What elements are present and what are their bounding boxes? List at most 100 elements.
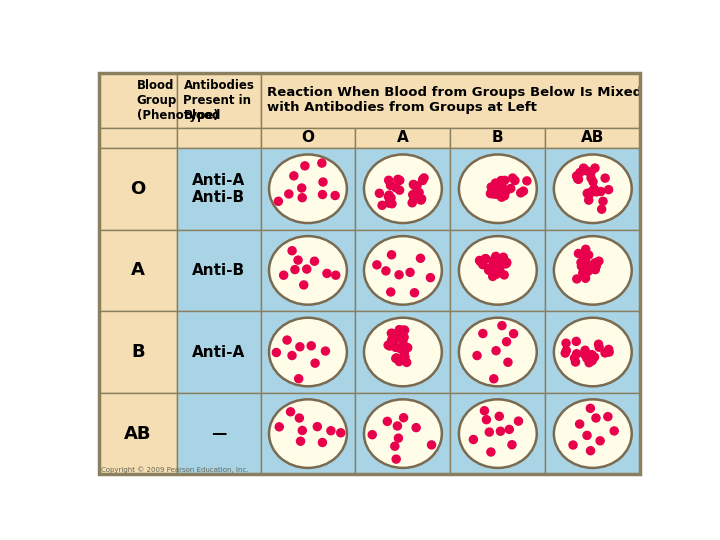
Circle shape xyxy=(387,329,395,337)
Circle shape xyxy=(583,350,591,358)
Bar xyxy=(177,230,261,311)
Ellipse shape xyxy=(554,400,631,468)
Circle shape xyxy=(494,257,502,265)
Circle shape xyxy=(495,179,503,187)
Circle shape xyxy=(288,352,296,360)
Bar xyxy=(99,128,177,148)
Circle shape xyxy=(588,356,595,364)
Bar xyxy=(177,148,261,230)
Circle shape xyxy=(391,442,399,450)
Circle shape xyxy=(576,168,584,177)
Circle shape xyxy=(318,438,326,447)
Bar xyxy=(261,393,356,475)
Circle shape xyxy=(572,338,580,346)
Circle shape xyxy=(492,271,500,278)
Circle shape xyxy=(428,441,436,449)
Circle shape xyxy=(395,344,403,352)
Ellipse shape xyxy=(269,154,347,223)
Ellipse shape xyxy=(459,236,537,305)
Circle shape xyxy=(300,281,307,289)
Circle shape xyxy=(481,255,490,262)
Circle shape xyxy=(387,340,395,348)
Text: B: B xyxy=(492,131,504,145)
Circle shape xyxy=(575,176,582,184)
Circle shape xyxy=(502,260,510,268)
Text: AB: AB xyxy=(581,131,605,145)
Circle shape xyxy=(396,177,404,184)
Circle shape xyxy=(385,191,393,199)
Circle shape xyxy=(279,271,288,279)
Circle shape xyxy=(479,329,487,338)
Circle shape xyxy=(581,166,589,174)
Circle shape xyxy=(494,265,502,272)
Circle shape xyxy=(386,342,394,350)
Circle shape xyxy=(477,258,485,265)
Circle shape xyxy=(296,343,304,351)
Bar xyxy=(545,311,640,393)
Circle shape xyxy=(399,336,407,344)
Circle shape xyxy=(485,428,493,436)
Circle shape xyxy=(408,199,416,207)
Bar xyxy=(261,311,356,393)
Circle shape xyxy=(492,252,500,260)
Circle shape xyxy=(604,413,612,421)
Circle shape xyxy=(580,164,588,172)
Circle shape xyxy=(318,191,327,199)
Circle shape xyxy=(480,407,488,415)
Circle shape xyxy=(482,416,490,424)
Circle shape xyxy=(487,448,495,456)
Circle shape xyxy=(495,264,503,272)
Bar xyxy=(451,230,545,311)
Circle shape xyxy=(575,420,584,428)
Circle shape xyxy=(331,192,339,199)
Bar xyxy=(261,230,356,311)
Circle shape xyxy=(580,255,588,263)
Circle shape xyxy=(503,258,510,266)
Bar xyxy=(99,72,177,128)
Circle shape xyxy=(562,339,570,347)
Circle shape xyxy=(587,168,595,176)
Bar xyxy=(451,148,545,230)
Circle shape xyxy=(313,423,321,430)
Circle shape xyxy=(589,178,597,186)
Circle shape xyxy=(395,186,404,194)
Circle shape xyxy=(610,427,618,435)
Circle shape xyxy=(399,326,408,334)
Circle shape xyxy=(426,274,434,282)
Circle shape xyxy=(519,187,528,195)
Circle shape xyxy=(492,179,500,187)
Circle shape xyxy=(395,357,403,366)
Circle shape xyxy=(368,431,377,438)
Circle shape xyxy=(592,188,600,196)
Circle shape xyxy=(390,336,398,344)
Circle shape xyxy=(577,259,585,266)
Circle shape xyxy=(582,167,590,175)
Circle shape xyxy=(373,261,381,269)
Circle shape xyxy=(582,258,590,266)
Circle shape xyxy=(503,259,510,267)
Circle shape xyxy=(583,431,591,440)
Circle shape xyxy=(588,350,596,359)
Ellipse shape xyxy=(459,318,537,386)
Bar xyxy=(356,128,451,148)
Circle shape xyxy=(490,183,498,191)
Circle shape xyxy=(585,196,593,204)
Circle shape xyxy=(579,269,587,277)
Text: O: O xyxy=(302,131,315,145)
Circle shape xyxy=(508,174,517,182)
Circle shape xyxy=(496,183,504,191)
Ellipse shape xyxy=(554,236,631,305)
Ellipse shape xyxy=(269,236,347,305)
Circle shape xyxy=(392,354,400,362)
Circle shape xyxy=(500,177,509,184)
Circle shape xyxy=(469,435,477,443)
Circle shape xyxy=(487,183,495,191)
Circle shape xyxy=(585,191,593,199)
Circle shape xyxy=(575,249,582,258)
Circle shape xyxy=(400,414,408,422)
Circle shape xyxy=(387,288,395,296)
Circle shape xyxy=(590,353,598,361)
Bar xyxy=(99,311,177,393)
Circle shape xyxy=(383,417,392,426)
Circle shape xyxy=(591,259,599,267)
